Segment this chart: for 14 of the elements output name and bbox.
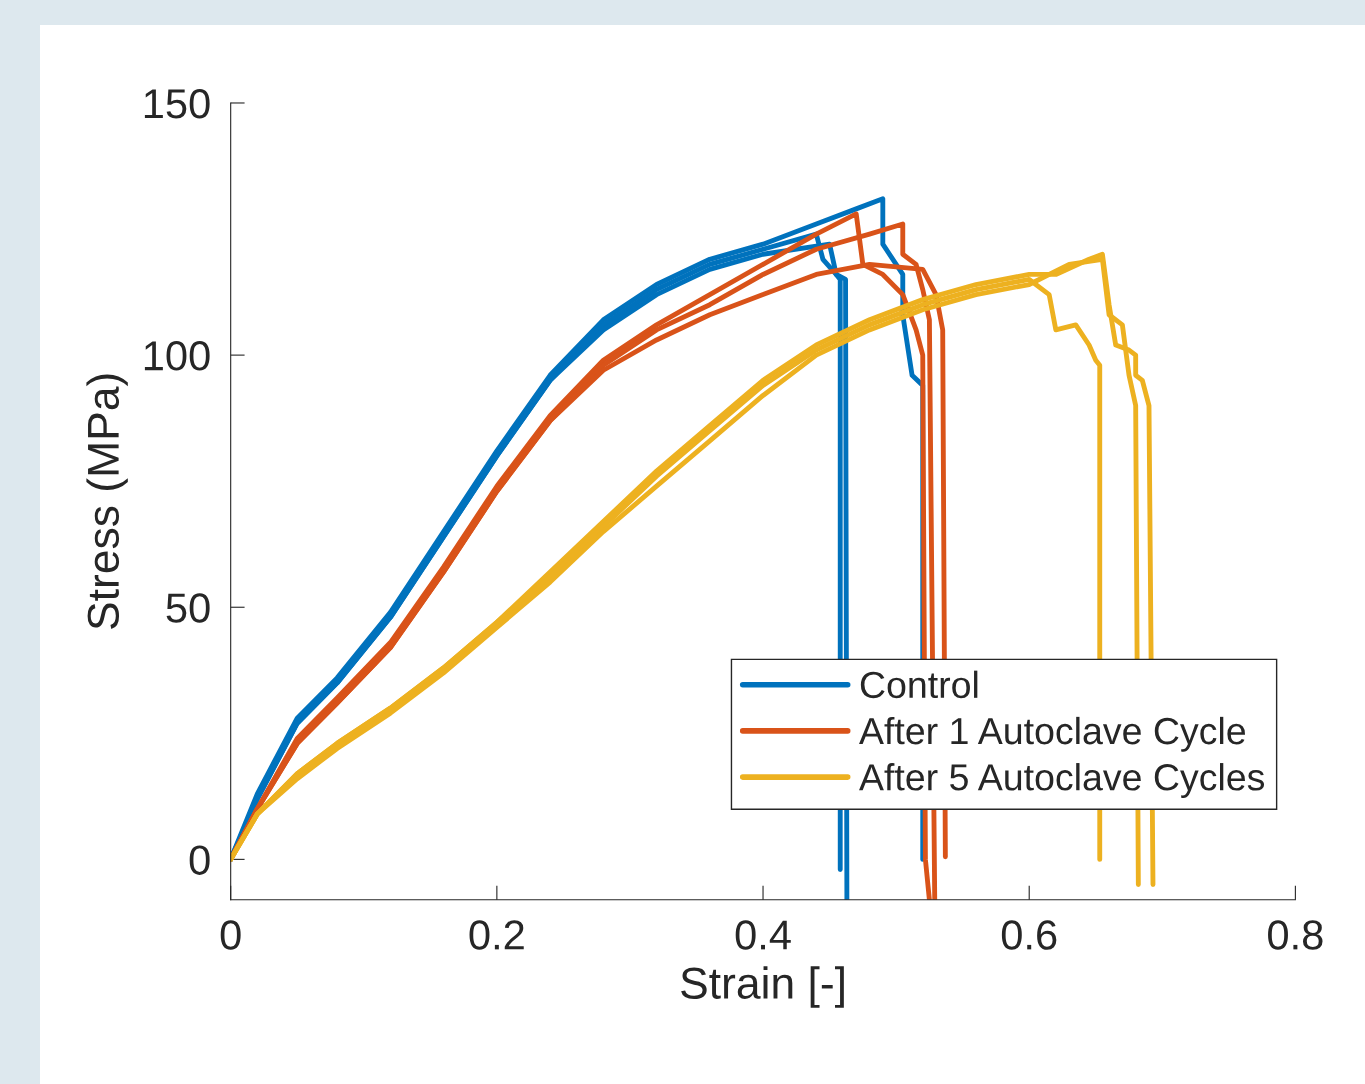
legend-label: After 5 Autoclave Cycles	[859, 763, 1265, 799]
x-tick-label: 0.8	[1268, 920, 1323, 950]
legend-label: After 1 Autoclave Cycle	[859, 716, 1245, 752]
y-tick-label: 100	[144, 341, 210, 371]
y-axis-title: Stress (MPa)	[86, 374, 128, 629]
x-tick-label: 0.4	[735, 920, 791, 950]
x-tick-label: 0	[220, 920, 241, 950]
legend-label: Control	[860, 670, 978, 699]
x-tick-label: 0.6	[1001, 920, 1057, 950]
y-tick-label: 0	[189, 845, 210, 875]
y-tick-label: 50	[166, 593, 210, 623]
y-tick-label: 150	[144, 88, 210, 119]
x-axis-title: Strain [-]	[681, 966, 844, 1008]
x-tick-label: 0.2	[469, 920, 524, 950]
